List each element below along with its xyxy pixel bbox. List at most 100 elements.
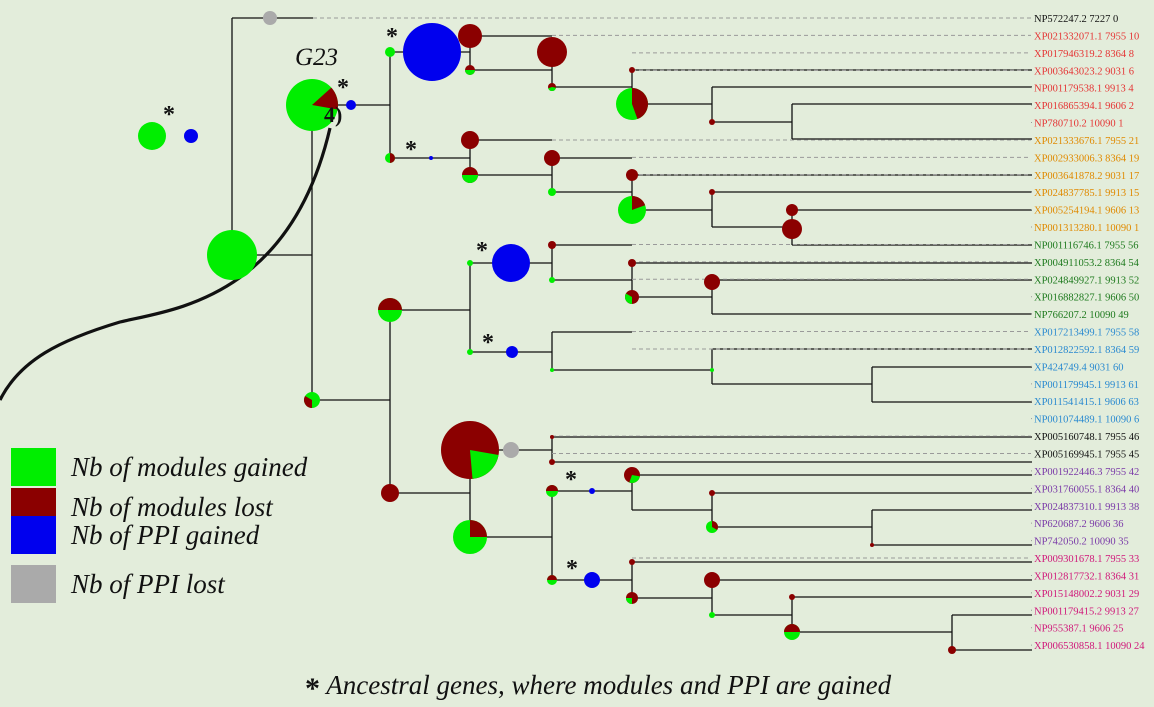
ancestral-markers: * * * * * * * * — [163, 24, 578, 582]
legend-modules-gained: Nb of modules gained — [11, 448, 307, 486]
leaf-label: NP955387.1 9606 25 — [1034, 624, 1124, 635]
leaf-label: NP780710.2 10090 1 — [1034, 119, 1124, 130]
leaf-label: XP015148002.2 9031 29 — [1034, 589, 1139, 600]
pie-slice — [390, 153, 395, 163]
leaf-label: XP005169945.1 7955 45 — [1034, 450, 1139, 461]
pie-slice — [712, 521, 719, 530]
legend-swatch-blue — [11, 516, 56, 554]
legend-swatch-green — [11, 448, 56, 486]
pie-node — [138, 122, 166, 150]
leaf-guide-lines — [313, 17, 1032, 646]
legend-label: Nb of PPI lost — [71, 568, 225, 599]
pie-node — [467, 260, 473, 266]
leaf-label: NP001313280.1 10090 1 — [1034, 223, 1139, 234]
tree-edges — [0, 17, 1032, 651]
leaf-label: XP004911053.2 8364 54 — [1034, 258, 1140, 269]
ancestral-star: * — [565, 467, 577, 493]
pie-node — [381, 484, 399, 502]
pie-node — [782, 219, 802, 239]
pie-node — [704, 572, 720, 588]
leaf-label: XP012817732.1 8364 31 — [1034, 571, 1139, 582]
footnote: * Ancestral genes, where modules and PPI… — [305, 668, 892, 705]
ancestral-star: * — [566, 556, 578, 582]
leaf-label: XP005254194.1 9606 13 — [1034, 206, 1139, 217]
pie-node — [589, 488, 595, 494]
pie-node — [467, 349, 473, 355]
pie-slice — [626, 598, 632, 604]
leaf-label: XP031760055.1 8364 40 — [1034, 484, 1139, 495]
leaf-label: NP001116746.1 7955 56 — [1034, 240, 1139, 251]
legend-swatch-gray — [11, 565, 56, 603]
footnote-star: * — [305, 672, 320, 705]
ancestral-star: * — [337, 75, 349, 101]
pie-node — [184, 129, 198, 143]
pie-node — [544, 150, 560, 166]
ancestral-star: * — [476, 238, 488, 264]
leaf-label: XP424749.4 9031 60 — [1034, 362, 1124, 373]
leaf-label: NP766207.2 10090 49 — [1034, 310, 1129, 321]
legend-ppi-lost: Nb of PPI lost — [11, 565, 225, 603]
pie-node — [550, 368, 554, 372]
tree-nodes — [138, 11, 956, 654]
leaf-label: XP016882827.1 9606 50 — [1034, 293, 1139, 304]
pie-slice — [632, 87, 648, 120]
ancestral-star: * — [163, 102, 175, 128]
leaf-label: XP021332071.1 7955 10 — [1034, 31, 1139, 42]
pie-node — [709, 189, 715, 195]
pie-slice — [625, 293, 632, 304]
leaf-label: NP572247.2 7227 0 — [1034, 14, 1118, 25]
callout-curve — [0, 127, 332, 401]
pie-slice — [470, 520, 487, 537]
pie-slice — [312, 87, 339, 110]
pie-slice — [784, 624, 800, 632]
legend-ppi-gained: Nb of PPI gained — [11, 516, 259, 554]
pie-node — [709, 119, 715, 125]
pie-slice — [546, 485, 558, 491]
leaf-label: XP001922446.3 7955 42 — [1034, 467, 1139, 478]
leaf-labels: NP572247.2 7227 0 XP021332071.1 7955 10 XP… — [1034, 14, 1145, 652]
leaf-label: NP001179945.1 9913 61 — [1034, 380, 1139, 391]
pie-node — [429, 156, 433, 160]
pie-slice — [378, 298, 402, 310]
pie-node — [948, 646, 956, 654]
pie-node — [548, 241, 556, 249]
ancestral-star: * — [386, 24, 398, 50]
pie-node — [263, 11, 277, 25]
ancestral-star: * — [405, 137, 417, 163]
pie-node — [870, 543, 874, 547]
pie-node — [537, 37, 567, 67]
pie-node — [461, 131, 479, 149]
pie-node — [584, 572, 600, 588]
pie-node — [629, 67, 635, 73]
pie-node — [503, 442, 519, 458]
pie-node — [786, 204, 798, 216]
pie-slice — [548, 87, 556, 91]
pie-node — [704, 274, 720, 290]
pie-node — [458, 24, 482, 48]
pie-slice — [629, 475, 640, 484]
leaf-label: XP003641878.2 9031 17 — [1034, 171, 1139, 182]
leaf-label: XP006530858.1 10090 24 — [1034, 641, 1145, 652]
pie-node — [709, 612, 715, 618]
leaf-label: XP024849927.1 9913 52 — [1034, 275, 1139, 286]
pie-node — [506, 346, 518, 358]
leaf-label: XP024837785.1 9913 15 — [1034, 188, 1139, 199]
pie-node — [346, 100, 356, 110]
pie-node — [385, 47, 395, 57]
legend-label: Nb of PPI gained — [71, 519, 260, 550]
leaf-label: NP001074489.1 10090 6 — [1034, 415, 1139, 426]
leaf-label: XP024837310.1 9913 38 — [1034, 502, 1139, 513]
pie-node — [550, 435, 554, 439]
callout-label: 4) — [324, 102, 343, 127]
leaf-label: XP016865394.1 9606 2 — [1034, 101, 1134, 112]
leaf-label: XP005160748.1 7955 46 — [1034, 432, 1139, 443]
leaf-label: NP742050.2 10090 35 — [1034, 537, 1129, 548]
pie-slice — [465, 70, 475, 75]
pie-node — [548, 188, 556, 196]
footnote-text: Ancestral genes, where modules and PPI a… — [326, 670, 892, 700]
leaf-label: NP620687.2 9606 36 — [1034, 519, 1124, 530]
leaf-label: XP021333676.1 7955 21 — [1034, 136, 1139, 147]
pie-node — [549, 277, 555, 283]
